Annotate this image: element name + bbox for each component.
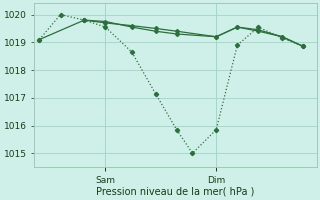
X-axis label: Pression niveau de la mer( hPa ): Pression niveau de la mer( hPa ) [96, 187, 254, 197]
